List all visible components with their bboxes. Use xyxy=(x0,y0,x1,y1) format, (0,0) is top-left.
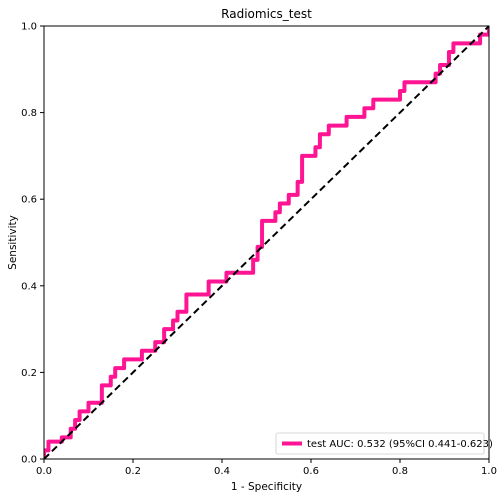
y-tick-label: 0.8 xyxy=(21,108,37,119)
chart-title: Radiomics_test xyxy=(221,7,312,21)
y-axis-ticks: 0.0 0.2 0.4 0.6 0.8 1.0 xyxy=(21,22,44,466)
y-tick-label: 1.0 xyxy=(21,22,37,33)
x-axis-label: 1 - Specificity xyxy=(231,481,302,493)
x-axis-ticks: 0.0 0.2 0.4 0.6 0.8 1.0 xyxy=(36,459,497,477)
legend-box xyxy=(275,432,485,455)
roc-curve-line xyxy=(44,26,489,459)
y-tick-label: 0.6 xyxy=(21,195,37,206)
x-tick-label: 1.0 xyxy=(481,466,497,477)
x-tick-label: 0.2 xyxy=(125,466,141,477)
diagonal-reference-line xyxy=(44,26,489,459)
x-tick-label: 0.0 xyxy=(36,466,52,477)
plot-frame xyxy=(43,25,490,460)
x-tick-label: 0.4 xyxy=(214,466,230,477)
legend-entry: test AUC: 0.532 (95%CI 0.441-0.623) xyxy=(307,439,493,450)
y-tick-label: 0.0 xyxy=(21,455,37,466)
y-tick-label: 0.4 xyxy=(21,281,37,292)
y-axis-label: Sensitivity xyxy=(7,215,19,270)
y-tick-label: 0.2 xyxy=(21,368,37,379)
legend: test AUC: 0.532 (95%CI 0.441-0.623) xyxy=(275,432,493,455)
x-tick-label: 0.8 xyxy=(392,466,408,477)
plot-area xyxy=(43,25,490,460)
x-tick-label: 0.6 xyxy=(303,466,319,477)
